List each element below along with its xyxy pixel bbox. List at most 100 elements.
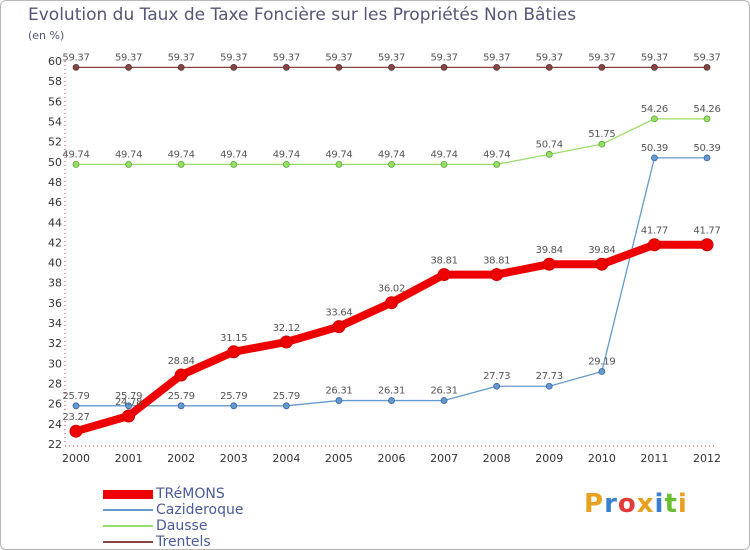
series-value-labels: 59.37 59.37 59.37 59.37 59.37 59.37 59.37 59.37… <box>62 52 720 423</box>
data-label: 54.26 <box>693 104 720 115</box>
data-point <box>332 320 346 334</box>
data-point <box>72 63 80 71</box>
data-label: 59.37 <box>62 52 89 63</box>
data-point <box>493 63 501 71</box>
data-point <box>437 268 451 282</box>
legend-swatch <box>103 525 153 527</box>
data-point <box>703 154 711 162</box>
data-label: 59.37 <box>168 52 195 63</box>
data-point <box>542 257 556 271</box>
data-label: 49.74 <box>168 149 195 160</box>
data-label: 26.31 <box>378 386 405 397</box>
data-point <box>335 161 343 168</box>
data-label: 59.37 <box>115 52 142 63</box>
data-point <box>703 115 711 123</box>
data-point <box>385 296 398 310</box>
data-label: 49.74 <box>62 149 89 160</box>
data-label: 49.74 <box>115 149 142 160</box>
data-label: 54.26 <box>641 104 668 115</box>
data-point <box>440 397 448 404</box>
data-label: 50.39 <box>641 143 668 154</box>
data-label: 25.79 <box>115 391 142 402</box>
data-label: 51.75 <box>588 129 615 140</box>
data-point <box>440 161 448 168</box>
y-tick-label: 58 <box>48 75 62 88</box>
data-label: 59.37 <box>483 52 510 63</box>
x-tick-label: 2009 <box>535 452 563 465</box>
y-tick-label: 60 <box>48 55 62 68</box>
data-point <box>700 238 714 252</box>
y-tick-label: 38 <box>48 277 62 290</box>
x-tick-label: 2004 <box>272 452 300 465</box>
y-tick-label: 50 <box>48 156 62 169</box>
data-point <box>230 402 238 410</box>
data-label: 49.74 <box>431 149 458 160</box>
data-label: 38.81 <box>483 256 510 267</box>
chart-axes: 22 24 26 28 30 32 34 36 38 40 42 44 46 48 50 52 54 56 58 60… <box>48 55 721 465</box>
y-tick-label: 40 <box>48 257 62 270</box>
x-tick-label: 2010 <box>588 452 616 465</box>
data-point <box>177 402 185 410</box>
data-point <box>230 161 238 168</box>
data-point <box>279 335 293 349</box>
logo-letter: P <box>584 489 605 519</box>
data-point <box>651 115 658 123</box>
y-tick-label: 56 <box>48 95 62 108</box>
data-label: 26.31 <box>325 386 352 397</box>
data-point <box>282 63 290 71</box>
x-tick-label: 2001 <box>115 452 143 465</box>
data-label: 59.37 <box>588 52 615 63</box>
data-label: 23.27 <box>62 412 89 423</box>
series-line <box>75 157 708 407</box>
logo-letter: i <box>654 489 665 519</box>
legend-swatch <box>103 541 153 543</box>
data-point <box>595 257 609 271</box>
data-point <box>282 161 290 168</box>
unit-label: (en %) <box>28 29 65 42</box>
logo-letter: r <box>604 489 618 519</box>
data-label: 32.12 <box>273 323 300 334</box>
data-label: 49.74 <box>483 149 510 160</box>
y-tick-label: 42 <box>48 236 62 249</box>
y-tick-label: 34 <box>48 317 62 330</box>
logo-letter: t <box>664 489 678 519</box>
x-tick-label: 2006 <box>378 452 406 465</box>
data-point <box>598 63 606 71</box>
data-label: 38.81 <box>431 256 458 267</box>
data-point <box>72 402 80 410</box>
data-label: 33.64 <box>325 308 352 319</box>
data-point <box>545 63 553 71</box>
data-label: 50.74 <box>536 139 563 150</box>
series-points <box>69 63 714 438</box>
data-label: 27.73 <box>536 371 563 382</box>
legend-label: Cazideroque <box>156 502 244 518</box>
data-label: 41.77 <box>641 226 668 237</box>
data-point <box>651 63 658 71</box>
data-label: 26.31 <box>431 386 458 397</box>
data-label: 49.74 <box>220 149 247 160</box>
data-point <box>335 63 343 71</box>
data-point <box>493 382 501 390</box>
data-label: 24.78 <box>115 397 142 408</box>
data-point <box>440 63 448 71</box>
data-point <box>651 154 658 162</box>
data-point <box>598 140 606 148</box>
chart-title: Evolution du Taux de Taxe Foncière sur l… <box>28 5 577 25</box>
data-point <box>282 402 290 410</box>
data-label: 39.84 <box>536 245 563 256</box>
legend-label: Dausse <box>156 518 208 534</box>
y-tick-label: 32 <box>48 337 62 350</box>
proxiti-logo: Proxiti <box>584 489 688 519</box>
y-tick-label: 46 <box>48 196 62 209</box>
data-label: 59.37 <box>220 52 247 63</box>
y-tick-label: 54 <box>48 115 62 128</box>
data-point <box>230 63 238 71</box>
data-label: 25.79 <box>273 391 300 402</box>
data-label: 39.84 <box>588 245 615 256</box>
y-tick-label: 30 <box>48 357 62 370</box>
data-point <box>122 409 136 423</box>
data-point <box>72 161 80 168</box>
data-point <box>598 368 606 375</box>
x-tick-label: 2002 <box>167 452 195 465</box>
